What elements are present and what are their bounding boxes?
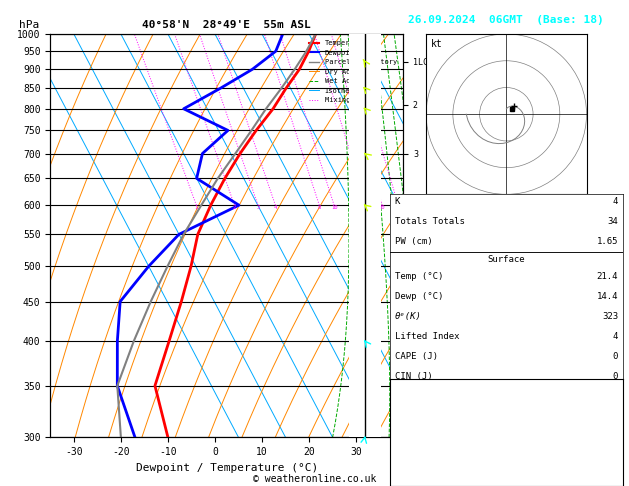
Y-axis label: km
ASL: km ASL — [448, 226, 463, 245]
Text: 1.65: 1.65 — [594, 250, 618, 260]
Text: © weatheronline.co.uk: © weatheronline.co.uk — [253, 473, 376, 484]
Text: K: K — [394, 197, 400, 206]
Text: Lifted Index: Lifted Index — [394, 332, 459, 341]
Text: Dewp (°C): Dewp (°C) — [394, 292, 443, 301]
Text: θₑ (K): θₑ (K) — [394, 469, 430, 479]
Text: Dewp (°C): Dewp (°C) — [394, 320, 447, 330]
Text: Pressure (mb): Pressure (mb) — [394, 407, 464, 416]
Text: 10: 10 — [331, 205, 337, 210]
Text: CAPE (J): CAPE (J) — [394, 352, 438, 361]
Legend: Temperature, Dewpoint, Parcel Trajectory, Dry Adiabat, Wet Adiabat, Isotherm, Mi: Temperature, Dewpoint, Parcel Trajectory… — [306, 37, 399, 106]
Text: 14.4: 14.4 — [594, 320, 618, 330]
Text: CAPE (J): CAPE (J) — [394, 390, 442, 400]
Text: 323: 323 — [602, 312, 618, 321]
Text: 20: 20 — [379, 205, 386, 210]
Text: 21.4: 21.4 — [594, 296, 618, 307]
Text: 323: 323 — [602, 427, 618, 435]
Text: 8: 8 — [318, 205, 321, 210]
Text: 26.09.2024  06GMT  (Base: 18): 26.09.2024 06GMT (Base: 18) — [408, 15, 604, 25]
Text: θᵉ (K): θᵉ (K) — [394, 427, 427, 435]
Text: CIN (J): CIN (J) — [394, 372, 432, 381]
Text: 4: 4 — [612, 366, 618, 377]
Text: 4: 4 — [613, 197, 618, 206]
Text: Most Unstable: Most Unstable — [468, 422, 545, 432]
Text: Surface: Surface — [487, 255, 525, 263]
Text: 14.4: 14.4 — [596, 292, 618, 301]
Text: PW (cm): PW (cm) — [394, 238, 432, 246]
Text: Temp (°C): Temp (°C) — [394, 296, 447, 307]
Title: 40°58'N  28°49'E  55m ASL: 40°58'N 28°49'E 55m ASL — [142, 20, 311, 31]
Text: 3: 3 — [257, 205, 260, 210]
Text: 25: 25 — [395, 205, 401, 210]
Text: 16: 16 — [363, 205, 370, 210]
Text: Surface: Surface — [486, 273, 527, 283]
Text: 0: 0 — [613, 372, 618, 381]
Text: 0: 0 — [612, 390, 618, 400]
Text: 0: 0 — [612, 413, 618, 423]
Text: θₑ(K): θₑ(K) — [394, 343, 424, 353]
Text: K: K — [394, 197, 401, 208]
Text: 323: 323 — [601, 343, 618, 353]
Text: CIN (J): CIN (J) — [394, 413, 436, 423]
Text: 4: 4 — [274, 205, 277, 210]
Text: kt: kt — [431, 39, 443, 49]
X-axis label: Dewpoint / Temperature (°C): Dewpoint / Temperature (°C) — [136, 463, 318, 473]
Text: Pressure (mb): Pressure (mb) — [394, 445, 471, 455]
Text: 4: 4 — [613, 447, 618, 456]
Text: 1009: 1009 — [596, 407, 618, 416]
Text: 0: 0 — [613, 467, 618, 476]
Text: CAPE (J): CAPE (J) — [394, 467, 438, 476]
Text: 4: 4 — [613, 332, 618, 341]
Text: Totals Totals: Totals Totals — [394, 224, 471, 234]
Text: 2: 2 — [233, 205, 236, 210]
Text: Most Unstable: Most Unstable — [471, 389, 542, 399]
Text: 1009: 1009 — [594, 445, 618, 455]
Text: 34: 34 — [608, 217, 618, 226]
Text: Temp (°C): Temp (°C) — [394, 272, 443, 281]
Text: Totals Totals: Totals Totals — [394, 217, 464, 226]
Text: 1.65: 1.65 — [596, 238, 618, 246]
Text: 323: 323 — [601, 469, 618, 479]
Text: PW (cm): PW (cm) — [394, 250, 436, 260]
Text: 4: 4 — [612, 197, 618, 208]
Text: Lifted Index: Lifted Index — [394, 366, 465, 377]
Y-axis label: hPa: hPa — [19, 20, 39, 30]
Text: Lifted Index: Lifted Index — [394, 447, 459, 456]
Text: 21.4: 21.4 — [596, 272, 618, 281]
Text: 1: 1 — [195, 205, 198, 210]
Text: 34: 34 — [606, 224, 618, 234]
Text: 0: 0 — [613, 352, 618, 361]
Text: θᵉ(K): θᵉ(K) — [394, 312, 421, 321]
